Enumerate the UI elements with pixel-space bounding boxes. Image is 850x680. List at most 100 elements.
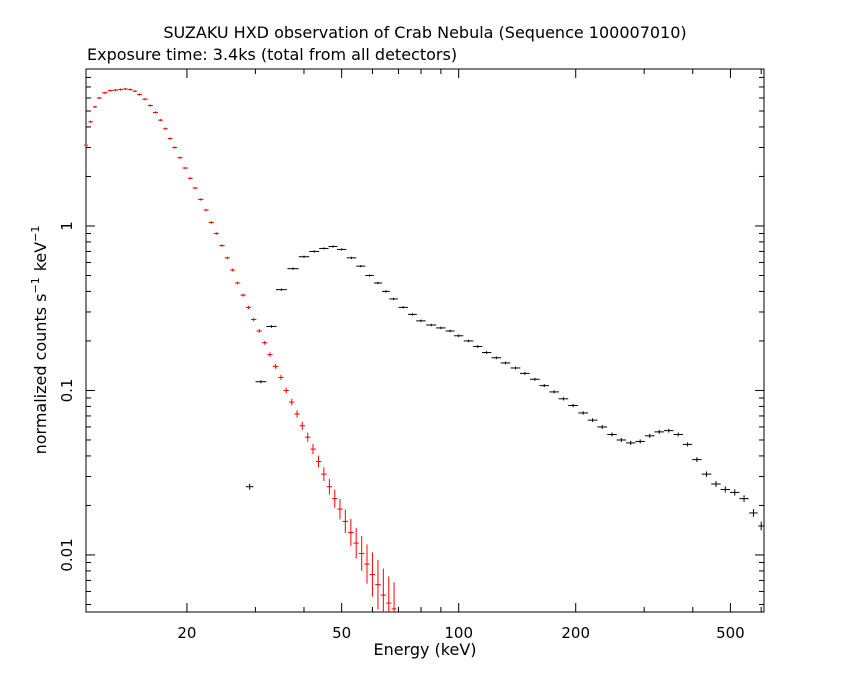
data-point: [644, 433, 655, 438]
x-axis-ticks: [186, 69, 762, 612]
data-point: [162, 127, 168, 130]
data-point: [463, 339, 474, 343]
data-point: [182, 166, 188, 170]
data-point: [315, 455, 322, 468]
data-point: [337, 498, 343, 520]
data-point: [147, 104, 153, 107]
data-point: [587, 418, 598, 422]
data-point: [500, 361, 511, 365]
data-point: [266, 325, 277, 328]
y-tick-label: 0.01: [58, 538, 76, 571]
data-point: [758, 521, 765, 531]
data-point: [739, 495, 749, 502]
data-point: [255, 380, 267, 384]
data-point: [369, 552, 376, 597]
data-point: [192, 186, 198, 190]
data-point: [294, 410, 300, 418]
data-point: [730, 489, 740, 496]
data-point: [309, 250, 320, 253]
y-axis-label-exp2: −1: [29, 226, 42, 242]
data-point: [491, 356, 502, 360]
series-0: [83, 87, 397, 612]
x-tick-label: 200: [561, 624, 590, 642]
data-point: [123, 87, 128, 91]
data-point: [578, 411, 589, 415]
data-point: [276, 288, 287, 291]
data-point: [358, 536, 365, 571]
y-axis-label-unit: keV: [31, 242, 50, 272]
data-point: [298, 255, 310, 258]
data-point: [251, 317, 257, 322]
data-point: [142, 98, 148, 101]
data-point: [365, 274, 374, 277]
data-point: [332, 489, 338, 508]
data-point: [272, 364, 279, 369]
data-point: [152, 111, 159, 114]
data-point: [136, 93, 142, 96]
data-point: [96, 96, 102, 100]
data-point: [299, 421, 305, 430]
data-point: [83, 144, 89, 147]
data-point: [102, 91, 108, 94]
y-axis-ticks: [86, 68, 764, 605]
data-point: [391, 582, 397, 612]
data-point: [353, 527, 359, 559]
data-point: [389, 297, 398, 301]
data-point: [158, 119, 163, 122]
data-point: [245, 305, 252, 310]
data-point: [407, 313, 417, 316]
data-point: [177, 156, 183, 159]
data-point: [597, 425, 608, 429]
y-axis-label-main: normalized counts s: [31, 294, 50, 455]
data-point: [208, 221, 214, 224]
data-point: [278, 374, 284, 381]
data-point: [454, 334, 464, 338]
data-point: [310, 443, 316, 455]
data-point: [256, 329, 263, 333]
x-tick-label: 100: [444, 624, 473, 642]
data-point: [426, 323, 437, 327]
data-point: [616, 437, 626, 443]
data-point: [92, 105, 98, 108]
data-point: [607, 432, 617, 437]
data-point: [197, 198, 204, 201]
data-point: [132, 90, 138, 93]
data-point: [172, 146, 178, 149]
data-point: [682, 442, 693, 447]
data-point: [283, 387, 289, 394]
data-point: [445, 329, 455, 333]
data-point: [625, 440, 636, 446]
data-point: [510, 366, 521, 370]
plot-area: [83, 87, 765, 612]
data-point: [245, 483, 254, 490]
data-point: [112, 88, 119, 92]
data-point: [328, 245, 338, 248]
data-point: [549, 390, 559, 394]
data-point: [321, 467, 327, 481]
data-point: [167, 137, 173, 140]
data-point: [701, 471, 712, 477]
data-point: [348, 518, 354, 546]
data-point: [213, 232, 219, 235]
data-point: [416, 319, 426, 323]
data-point: [187, 177, 193, 180]
data-point: [436, 326, 446, 330]
y-tick-label: 1: [58, 221, 76, 231]
data-point: [711, 481, 721, 487]
data-point: [664, 428, 674, 433]
data-point: [568, 403, 579, 408]
data-point: [520, 371, 530, 375]
data-point: [240, 293, 246, 297]
y-tick-label: 0.1: [58, 379, 76, 403]
y-axis-label: normalized counts s−1keV−1: [29, 226, 50, 455]
data-point: [326, 478, 333, 495]
y-axis-label-exp1: −1: [29, 277, 42, 293]
data-point: [346, 256, 357, 259]
data-point: [386, 576, 392, 612]
data-point: [356, 264, 366, 268]
data-point: [267, 352, 273, 357]
data-point: [654, 429, 665, 434]
data-point: [481, 351, 492, 354]
x-axis-label: Energy (keV): [373, 640, 476, 659]
chart-subtitle: Exposure time: 3.4ks (total from all det…: [87, 45, 457, 64]
